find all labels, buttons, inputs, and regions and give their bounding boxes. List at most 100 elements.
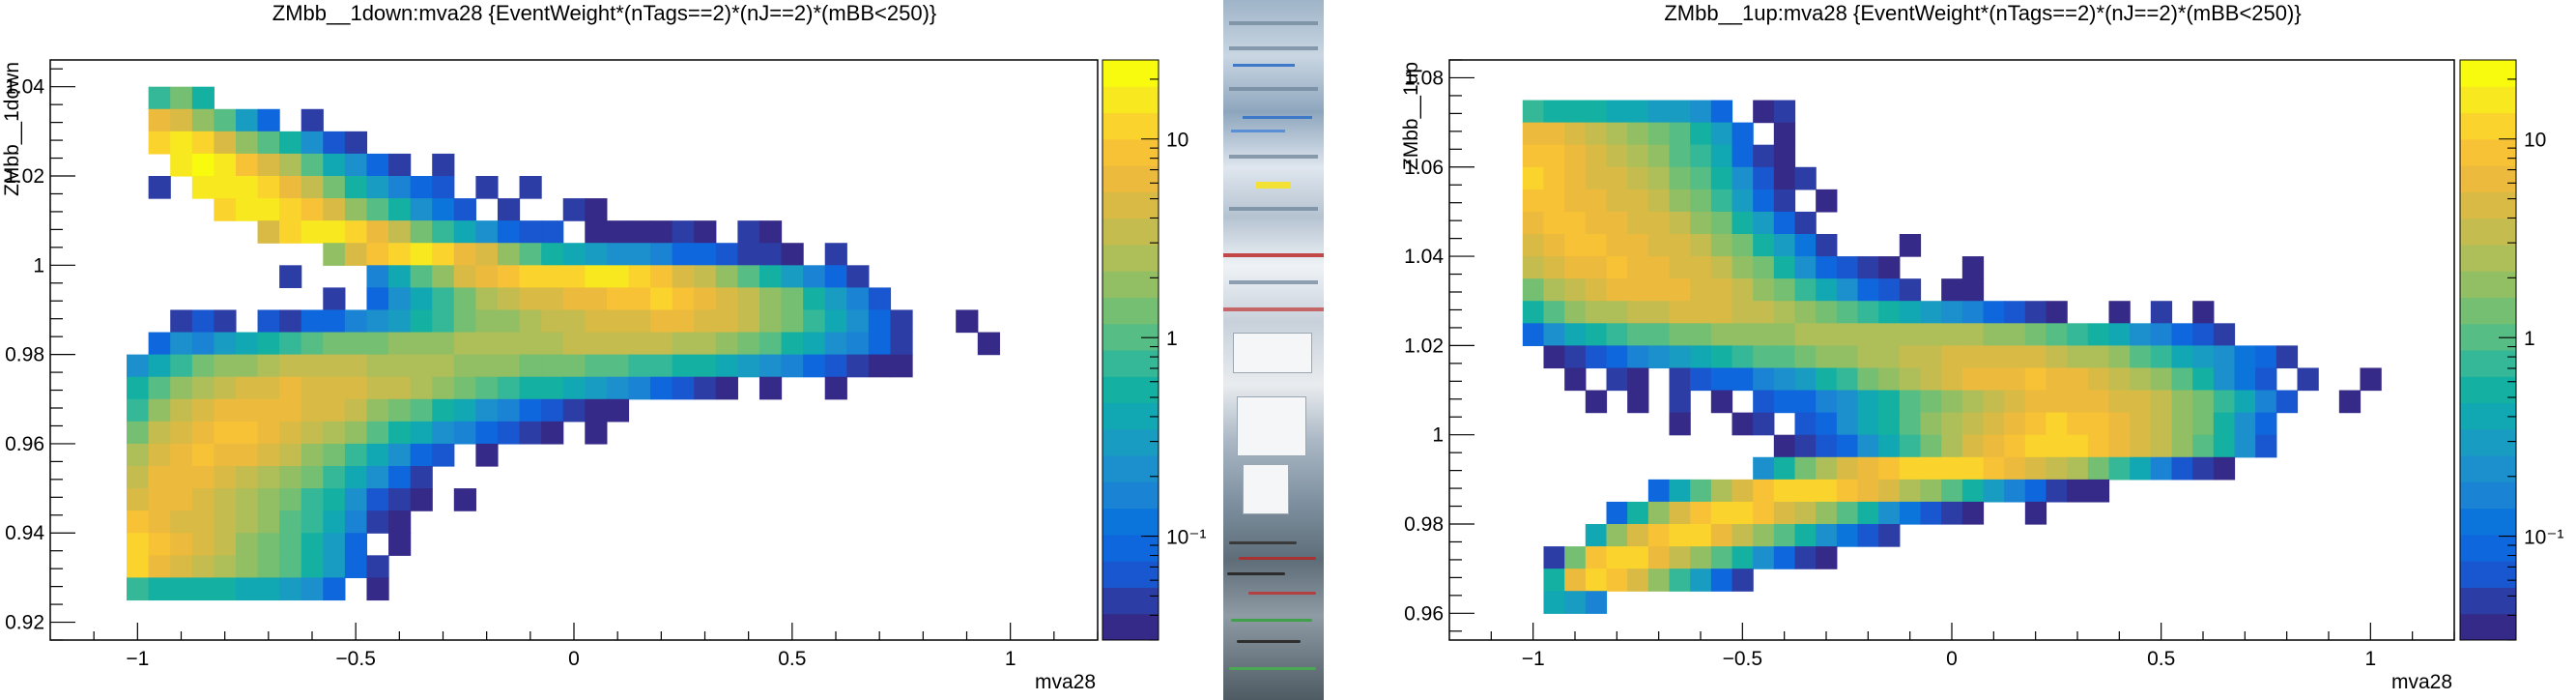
right-heatmap-cell <box>1606 323 1628 346</box>
right-heatmap-cell <box>1941 501 1963 525</box>
left-colorbar-segment <box>1102 428 1159 456</box>
right-heatmap-cell <box>2192 412 2215 436</box>
left-heatmap-cell <box>410 376 433 400</box>
left-heatmap-cell <box>628 376 651 400</box>
right-heatmap-cell <box>1836 301 1859 324</box>
left-heatmap-cell <box>388 510 412 534</box>
left-heatmap-cell <box>475 421 499 445</box>
left-heatmap-cell <box>388 243 412 266</box>
left-heatmap-cell <box>257 198 280 221</box>
right-heatmap-cell <box>1941 412 1963 436</box>
left-heatmap-cell <box>323 555 346 578</box>
right-heatmap-cell <box>2024 301 2047 324</box>
right-heatmap-cell <box>1857 367 1879 392</box>
left-y-tick-label: 1.04 <box>5 76 44 99</box>
left-y-axis-label: ZMbb__1down <box>1 62 23 196</box>
left-heatmap-cell <box>606 287 630 311</box>
right-heatmap-cell <box>1732 256 1754 279</box>
left-heatmap-cell <box>585 421 608 445</box>
left-heatmap-cell <box>432 243 455 266</box>
left-heatmap-cell <box>279 176 302 199</box>
right-heatmap-cell <box>1836 479 1859 503</box>
left-heatmap-cell <box>301 533 324 556</box>
right-heatmap-cell <box>2130 323 2152 346</box>
left-heatmap-cell <box>344 332 368 356</box>
right-heatmap-cell <box>1920 367 1942 392</box>
right-heatmap-cell <box>1690 345 1712 369</box>
right-heatmap-cell <box>1564 234 1587 257</box>
left-heatmap-cell <box>257 108 280 132</box>
right-heatmap-cell <box>1816 479 1838 503</box>
right-heatmap-cell <box>1606 524 1628 547</box>
right-heatmap-cell <box>1753 100 1775 124</box>
left-heatmap-cell <box>475 309 499 334</box>
right-heatmap-cell <box>1878 323 1901 346</box>
left-heatmap-cell <box>453 332 476 356</box>
right-heatmap-cell <box>1878 256 1901 279</box>
right-heatmap-cell <box>1606 211 1628 235</box>
left-heatmap-cell <box>650 243 673 266</box>
left-colorbar-segment <box>1102 587 1159 615</box>
right-heatmap-cell <box>1522 323 1545 346</box>
right-heatmap-cell <box>1732 546 1754 569</box>
right-heatmap-cell <box>2192 301 2215 324</box>
left-heatmap-cell <box>257 421 280 445</box>
right-heatmap-cell <box>1543 323 1565 346</box>
left-heatmap-cell <box>214 108 237 132</box>
left-heatmap-cell <box>170 332 193 356</box>
left-heatmap-cell <box>148 108 171 132</box>
right-heatmap-cell <box>2171 390 2193 414</box>
left-heatmap-cell <box>432 198 455 221</box>
right-heatmap-cell <box>2171 367 2193 392</box>
right-heatmap-cell <box>1983 301 2005 324</box>
right-heatmap-cell <box>2213 412 2236 436</box>
left-heatmap-cell <box>715 243 738 266</box>
right-heatmap-cell <box>1522 189 1545 213</box>
right-heatmap-cell <box>2046 345 2068 369</box>
right-heatmap-cell <box>1647 546 1671 569</box>
right-heatmap-cell <box>1606 144 1628 168</box>
right-heatmap-cell <box>2024 434 2047 458</box>
photo-strip-server-rack <box>1223 0 1324 700</box>
left-heatmap-cell <box>214 466 237 489</box>
right-heatmap-cell <box>1753 301 1775 324</box>
left-chart-title: ZMbb__1down:mva28 {EventWeight*(nTags==2… <box>272 1 937 25</box>
right-heatmap-cell <box>2192 345 2215 369</box>
right-heatmap-cell <box>2067 412 2089 436</box>
left-y-tick-label: 0.94 <box>5 522 44 544</box>
left-heatmap-cell <box>453 265 476 288</box>
right-heatmap-cell <box>1585 122 1608 146</box>
left-heatmap-cell <box>672 287 695 311</box>
left-heatmap-cell <box>453 421 476 445</box>
right-heatmap-cell <box>1857 524 1879 547</box>
right-heatmap-cell <box>1857 323 1879 346</box>
left-x-tick-label: −1 <box>126 648 149 670</box>
left-colorbar-frame <box>1102 59 1159 641</box>
right-colorbar-tick-label: 10⁻¹ <box>2524 527 2563 549</box>
left-heatmap-cell <box>497 376 521 400</box>
right-heatmap-cell <box>1647 323 1671 346</box>
left-heatmap-cell <box>301 131 324 155</box>
left-heatmap-cell <box>803 287 826 311</box>
right-heatmap-cell <box>1878 524 1901 547</box>
right-heatmap-cell <box>1899 234 1922 257</box>
right-heatmap-cell <box>1857 479 1879 503</box>
left-heatmap-cell <box>388 533 412 556</box>
right-heatmap-cell <box>2087 434 2110 458</box>
left-heatmap-cell <box>715 265 738 288</box>
right-heatmap-cell <box>1690 501 1712 525</box>
left-heatmap-cell <box>279 131 302 155</box>
right-heatmap-cell <box>1647 100 1671 124</box>
right-heatmap-cell <box>1732 211 1754 235</box>
right-heatmap-cell <box>2171 345 2193 369</box>
right-heatmap-cell <box>2255 367 2277 392</box>
right-heatmap-cell <box>2108 323 2131 346</box>
left-heatmap-cell <box>214 488 237 511</box>
left-heatmap-cell <box>279 555 302 578</box>
left-heatmap-cell <box>519 309 542 334</box>
left-heatmap-cell <box>170 577 193 601</box>
left-heatmap-cell <box>410 309 433 334</box>
right-heatmap-cell <box>2087 345 2110 369</box>
left-heatmap-cell <box>344 243 368 266</box>
